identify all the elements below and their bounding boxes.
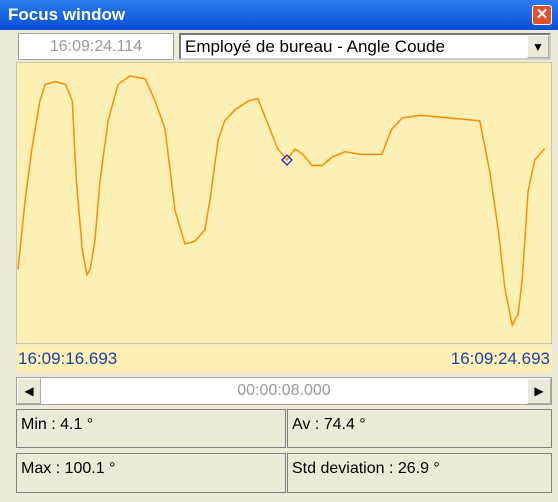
time-range: 16:09:16.693 16:09:24.693	[16, 345, 552, 373]
window-title: Focus window	[8, 5, 126, 24]
stat-av: Av : 74.4 °	[287, 409, 552, 448]
start-time: 16:09:16.693	[18, 349, 118, 368]
scrollbar[interactable]: ◀ 00:00:08.000 ▶	[16, 377, 552, 405]
channel-dropdown[interactable]: Employé de bureau - Angle Coude ▼	[179, 33, 551, 60]
plot-background	[16, 62, 552, 344]
scroll-right[interactable]: ▶	[527, 378, 551, 404]
cursor-marker	[281, 154, 293, 166]
signal-line	[17, 75, 546, 328]
stat-std: Std deviation : 26.9 °	[287, 453, 552, 493]
close-button[interactable]: ✕	[532, 5, 552, 25]
plot	[16, 62, 552, 344]
dropdown-text: Employé de bureau - Angle Coude	[185, 37, 445, 56]
duration: 00:00:08.000	[237, 382, 331, 399]
end-time: 16:09:24.693	[450, 349, 550, 368]
stat-max: Max : 100.1 °	[16, 453, 286, 493]
stat-min: Min : 4.1 °	[16, 409, 286, 448]
title-bar: Focus window ✕	[0, 0, 558, 30]
time-field: 16:09:24.114	[18, 33, 174, 60]
dropdown-arrow[interactable]: ▼	[527, 35, 549, 58]
scroll-left[interactable]: ◀	[17, 378, 41, 404]
